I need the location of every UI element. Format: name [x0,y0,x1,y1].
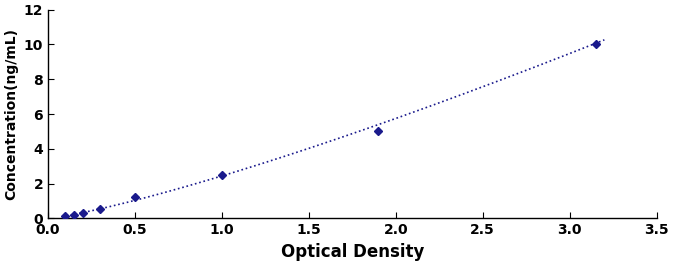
X-axis label: Optical Density: Optical Density [281,243,424,261]
Y-axis label: Concentration(ng/mL): Concentration(ng/mL) [4,28,18,200]
